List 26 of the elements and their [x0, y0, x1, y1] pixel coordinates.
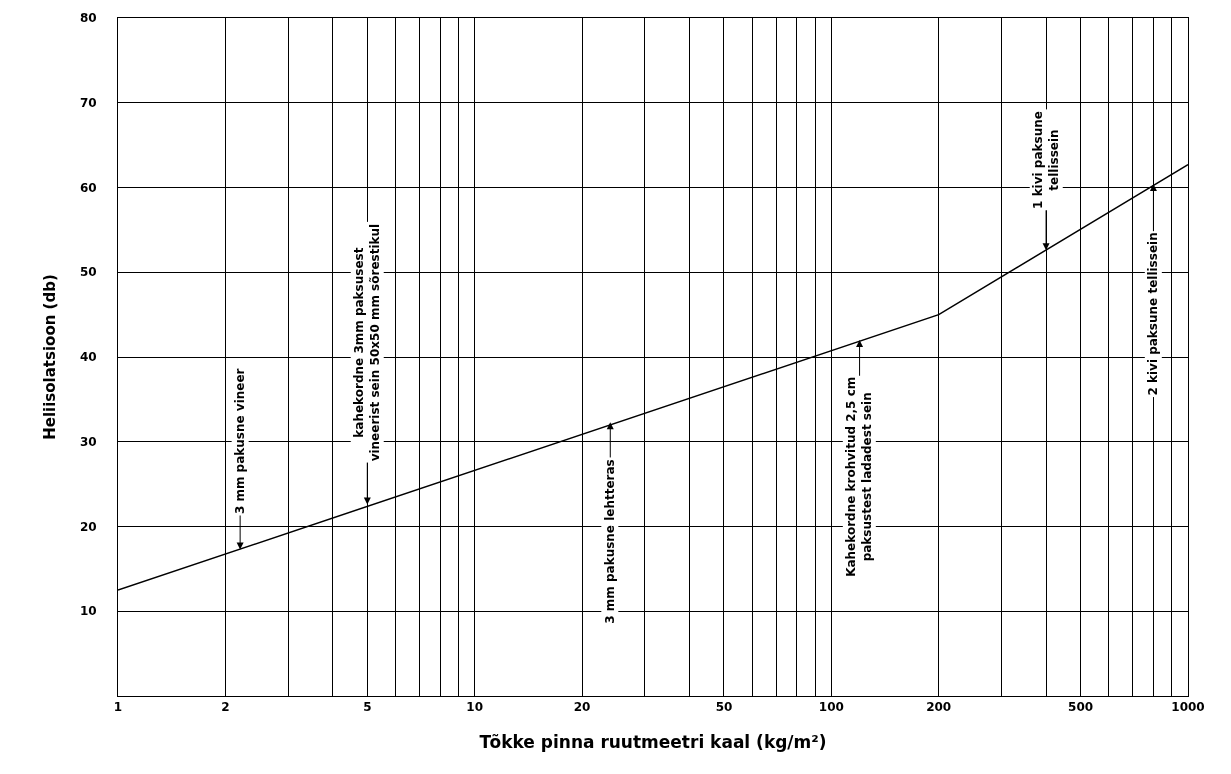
annotation: 2 kivi paksune tellissein: [1146, 232, 1161, 396]
x-tick-label: 1000: [1171, 700, 1205, 715]
y-tick-label: 30: [79, 434, 97, 449]
y-tick-label: 70: [79, 95, 97, 110]
x-tick-label: 10: [466, 700, 484, 715]
annotation: kahekordne 3mm paksusest vineerist sein 50x50 mm sõrestikul: [352, 223, 382, 462]
annotation: 1 kivi paksune tellissein: [1031, 111, 1061, 209]
x-tick-label: 1: [113, 700, 123, 715]
y-axis-title: Heliisolatsioon (db): [41, 274, 60, 440]
x-axis-title: Tõkke pinna ruutmeetri kaal (kg/m²): [479, 731, 827, 752]
x-tick-label: 20: [573, 700, 591, 715]
y-tick-label: 50: [79, 265, 97, 280]
annotation: Kahekordne krohvitud 2,5 cm paksustest ladadest sein: [844, 376, 874, 577]
x-tick-label: 500: [1068, 700, 1094, 715]
y-tick-label: 40: [79, 350, 97, 365]
x-tick-label: 50: [715, 700, 733, 715]
y-tick-label: 80: [79, 11, 97, 26]
x-tick-label: 2: [221, 700, 230, 715]
x-tick-label: 100: [818, 700, 844, 715]
x-tick-label: 5: [363, 700, 372, 715]
y-tick-label: 10: [79, 604, 97, 619]
y-tick-label: 60: [79, 180, 97, 195]
annotation: 3 mm pakusne lehtteras: [602, 459, 617, 624]
annotation: 3 mm pakusne vineer: [233, 368, 248, 515]
y-tick-label: 20: [79, 519, 97, 534]
x-tick-label: 200: [926, 700, 952, 715]
